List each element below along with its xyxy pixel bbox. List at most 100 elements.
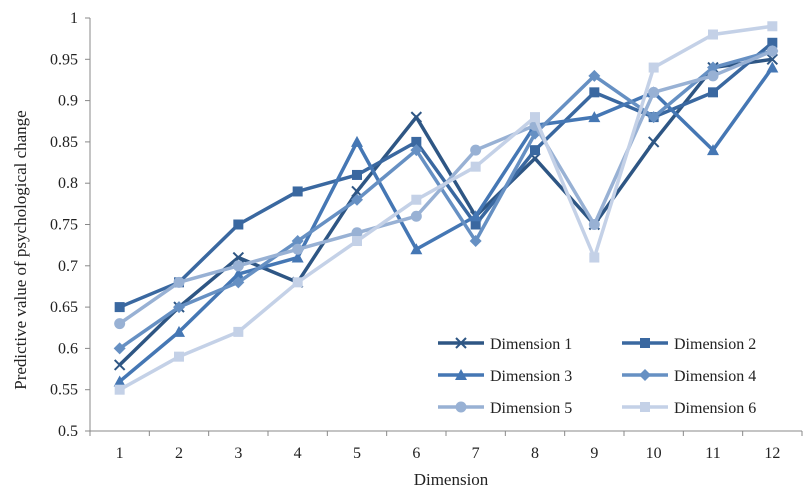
y-tick-label: 0.6 — [58, 340, 78, 357]
data-point — [113, 359, 126, 371]
y-tick-label: 0.5 — [58, 423, 78, 440]
data-point — [470, 144, 482, 156]
data-point — [291, 251, 304, 263]
series-4 — [113, 45, 779, 355]
x-tick-label: 8 — [531, 445, 539, 462]
legend-label: Dimension 4 — [674, 368, 756, 385]
x-tick-label: 5 — [353, 445, 361, 462]
data-point — [707, 144, 719, 156]
data-point — [233, 219, 244, 230]
series-6 — [114, 21, 778, 395]
data-point — [588, 111, 601, 123]
legend-item: Dimension 3 — [438, 368, 572, 385]
data-point — [351, 135, 363, 147]
legend-label: Dimension 5 — [490, 400, 572, 417]
data-point — [113, 375, 126, 387]
series-line — [118, 57, 773, 367]
data-point — [292, 277, 303, 288]
x-tick-label: 7 — [472, 445, 480, 462]
x-tick-label: 4 — [294, 445, 302, 462]
legend-marker — [455, 337, 467, 349]
legend-label: Dimension 2 — [674, 336, 756, 353]
data-point — [470, 161, 481, 172]
x-axis-ticks: 1 2 3 4 5 6 7 8 9 10 11 12 — [89, 431, 803, 462]
series-line — [118, 66, 774, 383]
data-point — [708, 87, 718, 98]
y-tick-label: 1 — [70, 10, 78, 27]
legend-label: Dimension 6 — [674, 400, 756, 417]
data-point — [648, 62, 659, 73]
data-point — [766, 61, 779, 73]
data-point — [766, 45, 778, 57]
legend-item: Dimension 1 — [438, 336, 572, 353]
data-point — [707, 61, 719, 74]
legend-item: Dimension 4 — [622, 368, 756, 385]
y-axis-title: Predictive value of psychological change — [11, 110, 30, 389]
data-point — [767, 37, 778, 48]
data-point — [173, 301, 185, 314]
legend-item: Dimension 2 — [622, 336, 756, 353]
data-point — [351, 193, 363, 206]
data-point — [232, 268, 245, 280]
x-tick-label: 10 — [646, 445, 662, 462]
y-tick-label: 0.8 — [58, 175, 78, 192]
data-point — [233, 326, 244, 337]
data-point — [410, 144, 423, 157]
data-point — [589, 87, 600, 98]
y-tick-label: 0.65 — [50, 299, 78, 316]
data-point — [767, 21, 778, 32]
data-point — [589, 252, 600, 263]
data-point — [766, 53, 779, 66]
legend-label: Dimension 1 — [490, 336, 572, 353]
legend-item: Dimension 6 — [622, 400, 756, 417]
data-point — [470, 219, 481, 230]
series-line — [118, 24, 773, 392]
data-point — [530, 112, 540, 123]
data-point — [469, 210, 482, 222]
series-line — [118, 49, 774, 326]
data-point — [351, 227, 363, 239]
series-group — [113, 21, 779, 395]
x-tick-label: 1 — [116, 445, 124, 462]
legend-label: Dimension 3 — [490, 368, 572, 385]
data-point — [292, 186, 303, 197]
y-axis-ticks: 0.5 0.55 0.6 0.65 0.7 0.75 0.8 0.85 0.9 0.95 1 — [50, 10, 90, 440]
y-tick-label: 0.95 — [50, 51, 78, 68]
legend-marker — [455, 369, 467, 380]
data-point — [173, 276, 185, 288]
data-point — [410, 210, 422, 222]
data-point — [530, 145, 540, 156]
data-point — [291, 235, 304, 248]
data-point — [588, 69, 601, 82]
data-point — [707, 70, 719, 82]
data-point — [232, 276, 245, 289]
legend-marker — [640, 402, 650, 412]
data-point — [469, 235, 482, 248]
legend-marker — [455, 401, 467, 413]
legend-item: Dimension 5 — [438, 400, 572, 417]
series-1 — [113, 53, 779, 371]
y-tick-label: 0.9 — [58, 93, 78, 110]
data-point — [114, 384, 125, 395]
data-point — [114, 318, 126, 330]
y-tick-label: 0.85 — [50, 134, 78, 151]
data-point — [352, 169, 362, 180]
x-axis-title: Dimension — [414, 470, 489, 489]
y-tick-label: 0.7 — [58, 258, 78, 275]
data-point — [173, 325, 185, 337]
data-point — [232, 260, 244, 272]
x-tick-label: 6 — [412, 445, 420, 462]
y-tick-label: 0.75 — [50, 217, 78, 234]
x-tick-label: 12 — [764, 445, 780, 462]
data-point — [352, 236, 362, 247]
data-point — [232, 251, 245, 264]
legend: Dimension 1 Dimension 2 Dimension 3 Dimensi… — [438, 336, 756, 417]
series-5 — [114, 45, 778, 330]
data-point — [588, 219, 600, 230]
data-point — [410, 243, 423, 255]
series-line — [118, 49, 773, 350]
data-point — [648, 86, 660, 98]
data-point — [113, 342, 126, 355]
data-point — [708, 29, 718, 40]
